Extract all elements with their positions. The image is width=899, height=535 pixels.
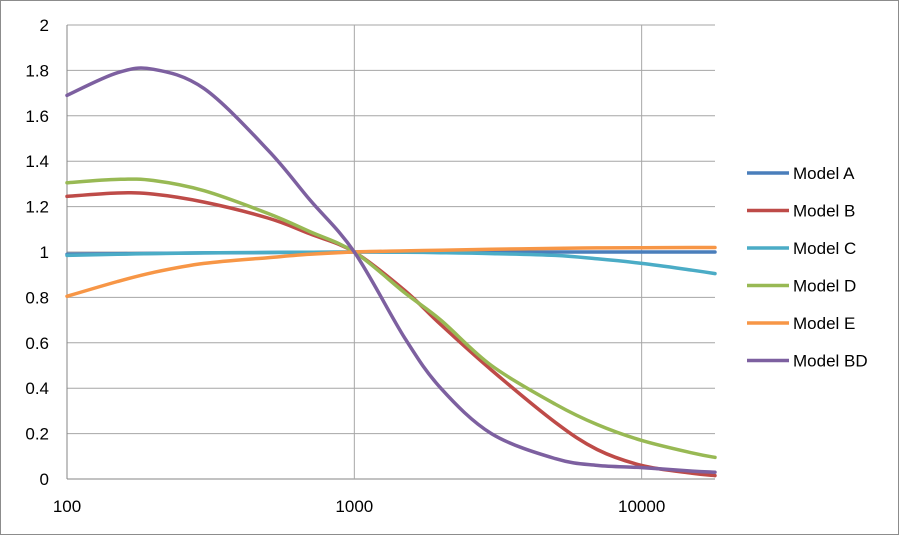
y-tick-label: 0.8	[25, 288, 49, 307]
series-line-model-b	[65, 191, 717, 478]
y-tick-label: 0.2	[25, 425, 49, 444]
y-tick-label: 1.4	[25, 152, 49, 171]
series-line-model-bd	[65, 66, 717, 474]
legend-label-model-bd: Model BD	[793, 352, 868, 371]
legend-label-model-c: Model C	[793, 239, 856, 258]
y-tick-label: 0.6	[25, 334, 49, 353]
legend-label-model-d: Model D	[793, 277, 856, 296]
y-tick-label: 0.4	[25, 379, 49, 398]
y-tick-label: 1.8	[25, 61, 49, 80]
y-tick-label: 2	[40, 16, 49, 35]
x-tick-label: 1000	[335, 497, 373, 516]
y-tick-label: 1	[40, 243, 49, 262]
legend-label-model-e: Model E	[793, 314, 855, 333]
y-tick-label: 1.2	[25, 198, 49, 217]
legend-label-model-b: Model B	[793, 202, 855, 221]
series-line-model-d	[65, 177, 717, 460]
y-tick-label: 1.6	[25, 107, 49, 126]
series-line-model-e	[65, 245, 717, 299]
x-tick-label: 10000	[618, 497, 665, 516]
x-tick-label: 100	[53, 497, 81, 516]
legend-label-model-a: Model A	[793, 164, 855, 183]
y-tick-label: 0	[40, 470, 49, 489]
